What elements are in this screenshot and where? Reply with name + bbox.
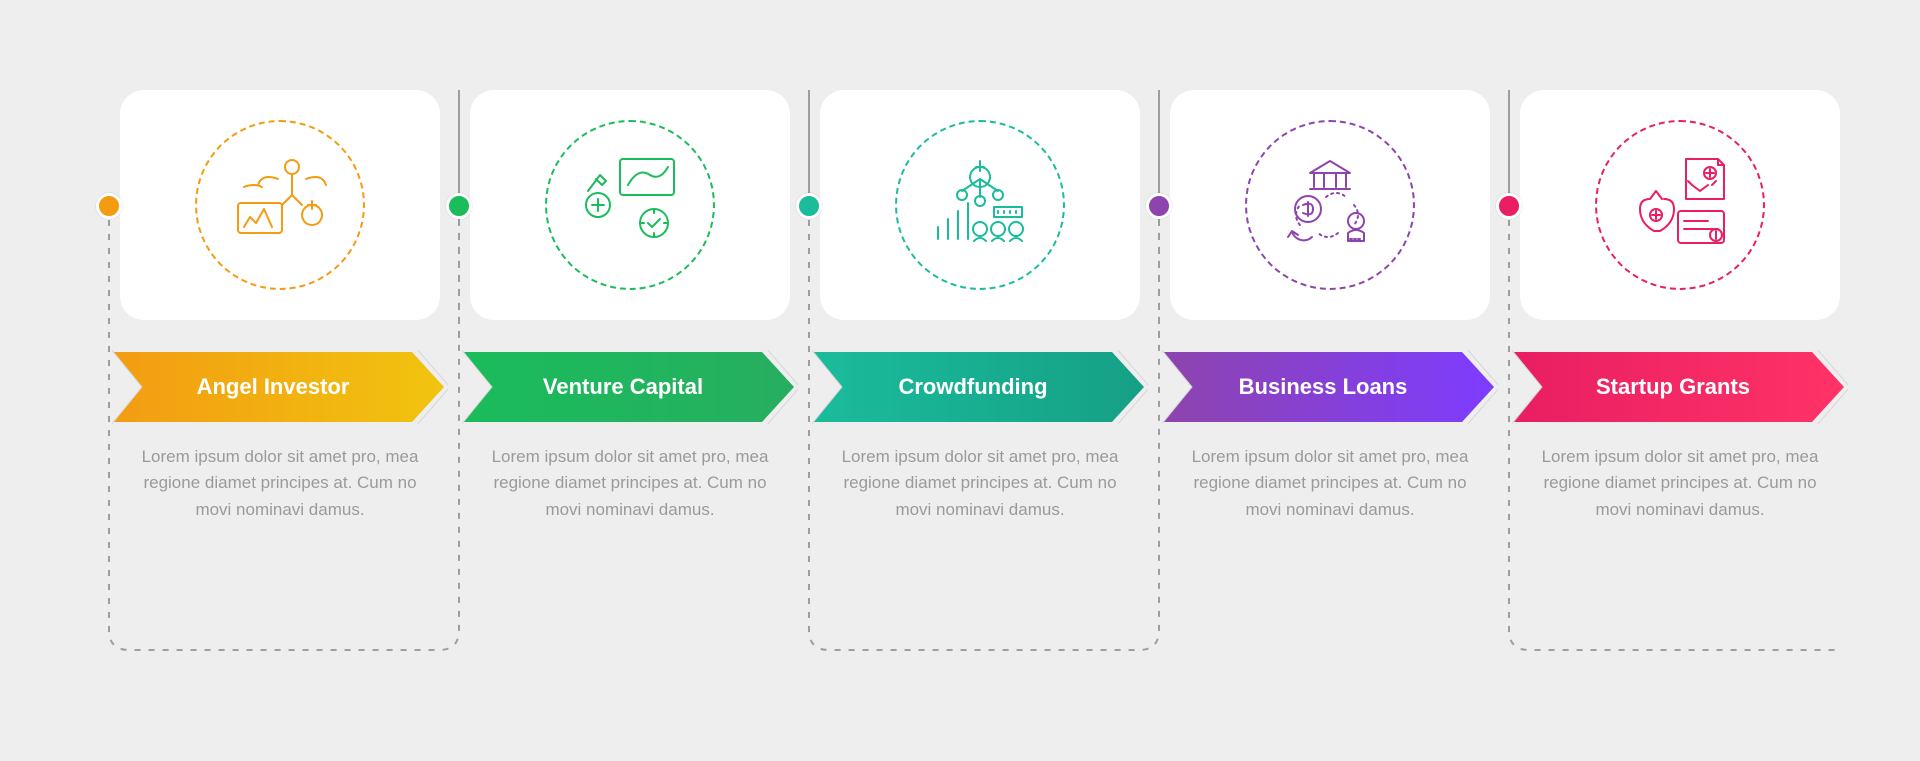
desc-3: Lorem ipsum dolor sit amet pro, mea regi… (1180, 444, 1480, 523)
card-2 (820, 90, 1140, 320)
arrow-1: Venture Capital (462, 350, 798, 424)
arrow-3: Business Loans (1162, 350, 1498, 424)
node-dot-2 (796, 193, 822, 219)
desc-0: Lorem ipsum dolor sit amet pro, mea regi… (130, 444, 430, 523)
label-4: Startup Grants (1512, 350, 1848, 424)
node-dot-3 (1146, 193, 1172, 219)
card-3 (1170, 90, 1490, 320)
node-dot-0 (96, 193, 122, 219)
angel-icon (195, 120, 365, 290)
desc-2: Lorem ipsum dolor sit amet pro, mea regi… (830, 444, 1130, 523)
vc-icon (545, 120, 715, 290)
crowd-icon (895, 120, 1065, 290)
desc-1: Lorem ipsum dolor sit amet pro, mea regi… (480, 444, 780, 523)
card-0 (120, 90, 440, 320)
label-3: Business Loans (1162, 350, 1498, 424)
desc-4: Lorem ipsum dolor sit amet pro, mea regi… (1530, 444, 1830, 523)
arrow-0: Angel Investor (112, 350, 448, 424)
arrow-4: Startup Grants (1512, 350, 1848, 424)
card-4 (1520, 90, 1840, 320)
node-dot-1 (446, 193, 472, 219)
card-1 (470, 90, 790, 320)
label-0: Angel Investor (112, 350, 448, 424)
label-2: Crowdfunding (812, 350, 1148, 424)
infographic-stage: Angel Investor Lorem ipsum dolor sit amet… (80, 90, 1840, 670)
node-dot-4 (1496, 193, 1522, 219)
label-1: Venture Capital (462, 350, 798, 424)
arrow-2: Crowdfunding (812, 350, 1148, 424)
grants-icon (1595, 120, 1765, 290)
loans-icon (1245, 120, 1415, 290)
